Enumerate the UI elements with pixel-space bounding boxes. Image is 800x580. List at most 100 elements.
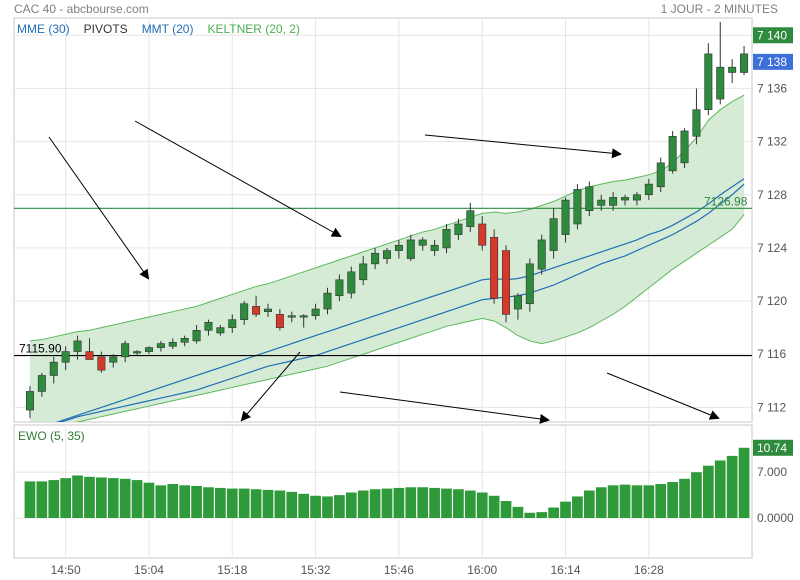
candle-body (502, 250, 511, 315)
candle-body (299, 315, 308, 318)
candle-body (37, 375, 46, 392)
ewo-bar (726, 455, 738, 518)
ewo-bar (572, 496, 583, 518)
ewo-bar (524, 512, 536, 518)
candle-body (97, 356, 106, 371)
candle-body (180, 337, 189, 343)
ewo-title: EWO (5, 35) (18, 429, 85, 443)
annotation-arrow (134, 120, 342, 237)
annotation-arrow (240, 351, 301, 422)
legend-mme[interactable]: MME (30) (17, 22, 70, 36)
legend-mmt[interactable]: MMT (20) (141, 22, 194, 36)
ewo-bar (738, 447, 750, 518)
candle-body (252, 306, 261, 315)
ewo-bar (655, 484, 667, 518)
mme-line (56, 183, 745, 422)
y-tick-label: 7 136 (757, 81, 787, 95)
x-tick-label: 15:04 (134, 563, 164, 577)
ewo-bar (250, 489, 262, 518)
annotation-arrow (339, 391, 550, 424)
x-tick-label: 16:28 (634, 563, 664, 577)
price-plot (14, 21, 752, 422)
candle-body (454, 223, 463, 235)
candle-body (442, 229, 451, 249)
candle-body (359, 263, 368, 281)
y-tick-label: 7 116 (757, 347, 786, 361)
ewo-bar (191, 485, 202, 518)
ewo-tick-label: 0.0000 (757, 511, 794, 525)
ewo-bar (488, 495, 500, 518)
candle-body (585, 186, 594, 211)
ewo-tick-label: 7.000 (757, 465, 787, 479)
candle-body (85, 351, 94, 360)
candle-body (490, 236, 499, 299)
y-tick-label: 7 128 (757, 188, 787, 202)
ewo-bar (512, 506, 524, 518)
ewo-bar (619, 484, 631, 518)
ewo-value-tag (753, 439, 793, 456)
y-tick-label: 7 124 (757, 241, 787, 255)
candle-body (656, 162, 665, 188)
candle-body (740, 53, 749, 73)
x-tick-label: 15:32 (301, 563, 331, 577)
ewo-bar (702, 465, 714, 518)
ewo-bar (357, 490, 369, 518)
candle-body (311, 308, 320, 316)
y-tick-label: 7 132 (757, 135, 787, 149)
candle-body (609, 197, 618, 206)
mmt-line (55, 178, 745, 422)
candle-body (144, 347, 153, 352)
candle-body (263, 308, 272, 312)
ewo-bar (334, 495, 345, 518)
annotation-arrow (424, 134, 622, 159)
ewo-bar (345, 492, 357, 518)
ewo-bar (215, 487, 226, 518)
keltner-lower-line (75, 214, 745, 422)
candle-body (394, 244, 403, 251)
ewo-bar (274, 490, 286, 518)
candle-body (61, 351, 70, 363)
candle-body (466, 210, 475, 227)
ewo-bar (441, 488, 452, 518)
candle-body (371, 252, 380, 265)
legend-keltner[interactable]: KELTNER (20, 2) (207, 22, 300, 36)
candle-body (156, 343, 165, 348)
ewo-bar (643, 485, 655, 518)
ewo-bar (226, 488, 238, 518)
y-tick-label: 7 120 (757, 294, 787, 308)
annotation-arrow (606, 372, 720, 420)
ewo-bar (560, 501, 571, 518)
x-tick-label: 15:46 (384, 563, 414, 577)
candle-body (383, 250, 391, 259)
ewo-bar (72, 475, 83, 518)
high-price-value: 7 140 (757, 28, 787, 42)
candle-body (668, 135, 677, 172)
candle-body (525, 263, 534, 305)
candle-body (323, 292, 332, 310)
ewo-bar (536, 512, 548, 518)
candle-body (109, 356, 118, 363)
ewo-bar (155, 485, 167, 518)
candle-body (621, 197, 630, 201)
ewo-bar (24, 481, 36, 518)
ewo-bar (607, 485, 619, 518)
candle-body (704, 53, 713, 110)
x-tick-label: 15:18 (217, 563, 247, 577)
ewo-bar (500, 501, 512, 518)
ewo-bar (167, 484, 179, 518)
ewo-bar (36, 481, 48, 518)
legend-pivots[interactable]: PIVOTS (83, 22, 128, 36)
candle-body (228, 319, 237, 328)
candle-body (133, 351, 142, 354)
ewo-bar (84, 476, 95, 518)
high-price-tag (753, 27, 793, 44)
ewo-bar (393, 487, 405, 518)
candle-body (192, 330, 201, 342)
candle-body (573, 189, 582, 225)
ewo-bar (286, 491, 298, 518)
ewo-bar (595, 487, 607, 518)
ewo-bar (631, 485, 643, 518)
candle-body (692, 109, 701, 137)
candle-body (275, 314, 284, 328)
